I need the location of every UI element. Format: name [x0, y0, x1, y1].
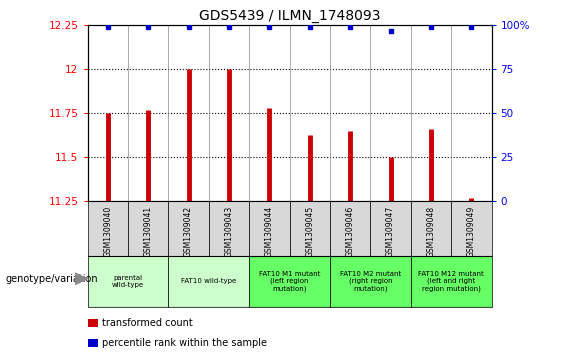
Text: FAT10 wild-type: FAT10 wild-type [181, 278, 236, 284]
Text: GSM1309046: GSM1309046 [346, 206, 355, 257]
Text: FAT10 M12 mutant
(left and right
region mutation): FAT10 M12 mutant (left and right region … [418, 271, 484, 292]
Text: FAT10 M1 mutant
(left region
mutation): FAT10 M1 mutant (left region mutation) [259, 271, 320, 292]
Bar [371, 201, 411, 256]
Text: GSM1309045: GSM1309045 [305, 206, 314, 257]
Text: GSM1309044: GSM1309044 [265, 206, 274, 257]
Title: GDS5439 / ILMN_1748093: GDS5439 / ILMN_1748093 [199, 9, 380, 23]
Bar [290, 201, 330, 256]
Bar [451, 201, 492, 256]
Bar [249, 201, 289, 256]
Bar [168, 256, 249, 307]
Text: GSM1309049: GSM1309049 [467, 206, 476, 257]
Text: GSM1309043: GSM1309043 [224, 206, 233, 257]
Bar [249, 256, 330, 307]
Text: GSM1309048: GSM1309048 [427, 206, 436, 257]
Text: genotype/variation: genotype/variation [6, 274, 98, 284]
Text: FAT10 M2 mutant
(right region
mutation): FAT10 M2 mutant (right region mutation) [340, 271, 401, 292]
Text: GSM1309047: GSM1309047 [386, 206, 395, 257]
Bar [88, 201, 128, 256]
Bar [330, 256, 411, 307]
Text: parental
wild-type: parental wild-type [112, 275, 144, 288]
Polygon shape [75, 272, 89, 285]
Text: transformed count: transformed count [102, 318, 193, 328]
Bar [411, 201, 451, 256]
Bar [168, 201, 209, 256]
Bar [128, 201, 168, 256]
Text: GSM1309041: GSM1309041 [144, 206, 153, 257]
Bar [330, 201, 371, 256]
Bar [88, 256, 168, 307]
Text: GSM1309040: GSM1309040 [103, 206, 112, 257]
Bar [209, 201, 249, 256]
Text: percentile rank within the sample: percentile rank within the sample [102, 338, 267, 348]
Bar [411, 256, 492, 307]
Text: GSM1309042: GSM1309042 [184, 206, 193, 257]
